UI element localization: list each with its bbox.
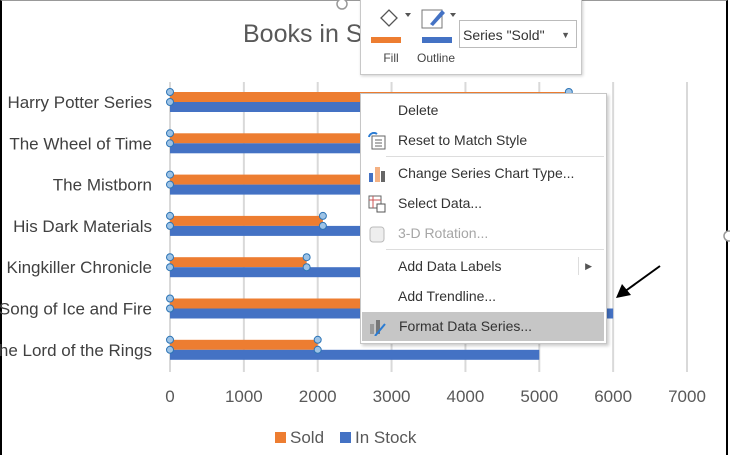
3d-rotation-icon: [369, 226, 385, 243]
x-tick-label: 7000: [668, 387, 706, 406]
series-dropdown[interactable]: Series "Sold" ▼: [459, 20, 577, 48]
selection-handle[interactable]: [302, 263, 311, 272]
bar-in-stock[interactable]: [170, 225, 429, 236]
menu-item-change-chart-type[interactable]: Change Series Chart Type...: [361, 159, 604, 188]
category-label: Harry Potter Series: [7, 93, 152, 112]
menu-label: Change Series Chart Type...: [398, 165, 575, 181]
selection-handle[interactable]: [166, 345, 174, 354]
legend-label[interactable]: In Stock: [355, 428, 417, 447]
x-tick-label: 1000: [225, 387, 263, 406]
pencil-icon: [421, 9, 456, 29]
selection-handle[interactable]: [166, 263, 174, 272]
menu-separator: [386, 249, 604, 250]
bar-in-stock[interactable]: [170, 267, 392, 278]
selection-handle[interactable]: [166, 98, 174, 106]
bar-sold[interactable]: [170, 339, 318, 350]
fill-color-swatch: [371, 37, 401, 43]
selection-handle[interactable]: [318, 221, 327, 230]
selection-handle[interactable]: [166, 304, 174, 313]
selection-handle[interactable]: [313, 345, 322, 354]
context-menu: Delete Reset to Match Style Change Serie…: [360, 93, 607, 344]
selection-handle[interactable]: [166, 294, 174, 303]
bar-in-stock[interactable]: [170, 143, 525, 154]
outline-button[interactable]: Outline: [416, 6, 456, 65]
menu-label: Delete: [398, 102, 439, 118]
outline-label: Outline: [416, 51, 456, 65]
menu-item-format-data-series[interactable]: Format Data Series...: [362, 312, 604, 341]
menu-label: Format Data Series...: [399, 318, 533, 334]
bar-in-stock[interactable]: [170, 349, 540, 360]
bar-sold[interactable]: [170, 257, 307, 268]
bar-sold[interactable]: [170, 174, 481, 185]
menu-label: Reset to Match Style: [398, 132, 528, 148]
legend-swatch: [275, 432, 286, 443]
x-tick-label: 0: [165, 387, 174, 406]
menu-item-3d-rotation: 3-D Rotation...: [361, 219, 604, 248]
chart-resize-handle[interactable]: [336, 0, 348, 10]
format-series-icon: [370, 320, 386, 336]
selection-handle[interactable]: [166, 180, 174, 189]
category-label: His Dark Materials: [13, 217, 152, 236]
selection-handle[interactable]: [313, 335, 322, 344]
menu-item-add-trendline[interactable]: Add Trendline...: [361, 282, 604, 311]
chevron-down-icon: ▼: [561, 30, 570, 40]
category-label: he Lord of the Rings: [0, 341, 152, 360]
category-label: The Wheel of Time: [9, 134, 152, 153]
menu-item-delete[interactable]: Delete: [361, 96, 604, 125]
menu-label: Add Data Labels: [398, 258, 502, 274]
x-tick-label: 3000: [373, 387, 411, 406]
mini-toolbar: Fill Outline Series "Sold" ▼: [360, 0, 582, 75]
x-tick-label: 2000: [299, 387, 337, 406]
x-tick-label: 4000: [447, 387, 485, 406]
reset-style-icon: [368, 132, 386, 150]
chart-resize-handle[interactable]: [723, 230, 730, 242]
category-label: Kingkiller Chronicle: [6, 258, 152, 277]
menu-label: Select Data...: [398, 195, 483, 211]
bar-sold[interactable]: [170, 215, 323, 226]
menu-item-reset-style[interactable]: Reset to Match Style: [361, 126, 604, 155]
selection-handle[interactable]: [302, 253, 311, 262]
submenu-divider: [578, 257, 579, 275]
bar-in-stock[interactable]: [170, 184, 510, 195]
legend-label[interactable]: Sold: [290, 428, 324, 447]
chart-type-icon: [369, 167, 385, 182]
selection-handle[interactable]: [166, 211, 174, 220]
fill-button[interactable]: Fill: [371, 6, 411, 65]
paint-bucket-icon: [380, 9, 411, 27]
selection-handle[interactable]: [166, 88, 174, 96]
menu-label: Add Trendline...: [398, 288, 497, 304]
menu-item-add-data-labels[interactable]: Add Data Labels ▶: [361, 252, 604, 281]
category-label: The Mistborn: [53, 176, 152, 195]
selection-handle[interactable]: [166, 129, 174, 138]
select-data-icon: [368, 195, 386, 213]
chart-title[interactable]: Books in S: [243, 20, 363, 48]
selection-handle[interactable]: [166, 221, 174, 230]
series-dropdown-value: Series "Sold": [463, 27, 545, 43]
selection-handle[interactable]: [166, 170, 174, 179]
selection-handle[interactable]: [166, 253, 174, 262]
legend-swatch: [340, 432, 351, 443]
outline-color-swatch: [422, 37, 452, 43]
selection-handle[interactable]: [166, 139, 174, 148]
selection-handle[interactable]: [166, 335, 174, 344]
fill-label: Fill: [383, 51, 399, 65]
x-tick-label: 5000: [520, 387, 558, 406]
menu-item-select-data[interactable]: Select Data...: [361, 189, 604, 218]
bar-sold[interactable]: [170, 298, 429, 309]
x-tick-label: 6000: [594, 387, 632, 406]
selection-handle[interactable]: [318, 211, 327, 220]
menu-separator: [386, 156, 604, 157]
chevron-right-icon: ▶: [585, 261, 592, 271]
bar-sold[interactable]: [170, 133, 503, 144]
menu-label: 3-D Rotation...: [398, 225, 489, 241]
category-label: Song of Ice and Fire: [0, 300, 152, 319]
